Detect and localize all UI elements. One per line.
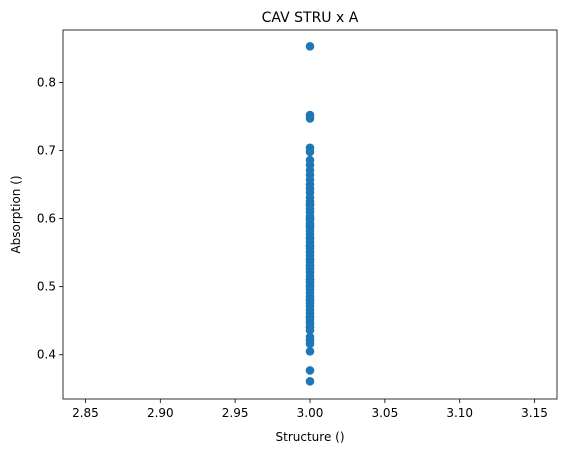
scatter-point bbox=[305, 339, 315, 349]
x-tick-label: 3.00 bbox=[297, 406, 324, 420]
scatter-point bbox=[305, 234, 315, 244]
x-axis-ticks: 2.85 2.90 2.95 3.00 3.05 3.10 3.15 bbox=[72, 399, 548, 420]
y-axis-label: Absorption () bbox=[9, 175, 23, 253]
x-tick-label: 2.85 bbox=[72, 406, 99, 420]
plot-frame bbox=[62, 29, 558, 400]
scatter-point bbox=[305, 275, 315, 285]
y-tick-label: 0.4 bbox=[37, 348, 56, 362]
y-tick-label: 0.7 bbox=[37, 144, 56, 158]
y-tick-label: 0.5 bbox=[37, 280, 56, 294]
x-tick-label: 3.10 bbox=[446, 406, 473, 420]
y-tick-label: 0.6 bbox=[37, 212, 56, 226]
x-tick-label: 3.15 bbox=[521, 406, 548, 420]
scatter-point bbox=[305, 261, 315, 271]
scatter-point bbox=[305, 282, 315, 291]
scatter-point bbox=[305, 295, 315, 305]
scatter-point bbox=[305, 366, 315, 375]
scatter-point bbox=[305, 323, 315, 332]
x-tick-label: 3.05 bbox=[371, 406, 398, 420]
x-tick-label: 2.95 bbox=[222, 406, 249, 420]
scatter-point bbox=[305, 147, 315, 157]
scatter-point bbox=[305, 347, 315, 356]
chart-title: CAV STRU x A bbox=[262, 10, 359, 26]
points-layer bbox=[305, 42, 315, 386]
scatter-point bbox=[305, 376, 315, 386]
scatter-point bbox=[305, 42, 315, 51]
y-axis-ticks: 0.4 0.5 0.6 0.7 0.8 bbox=[37, 75, 63, 362]
x-tick-label: 2.90 bbox=[147, 406, 174, 420]
scatter-point bbox=[305, 241, 315, 251]
scatter-point bbox=[305, 255, 315, 264]
scatter-point bbox=[305, 214, 315, 223]
scatter-point bbox=[305, 200, 315, 210]
scatter-point bbox=[305, 221, 315, 230]
scatter-point bbox=[305, 313, 315, 322]
scatter-point bbox=[305, 114, 315, 123]
x-axis-label: Structure () bbox=[276, 430, 345, 444]
y-tick-label: 0.8 bbox=[37, 75, 56, 89]
